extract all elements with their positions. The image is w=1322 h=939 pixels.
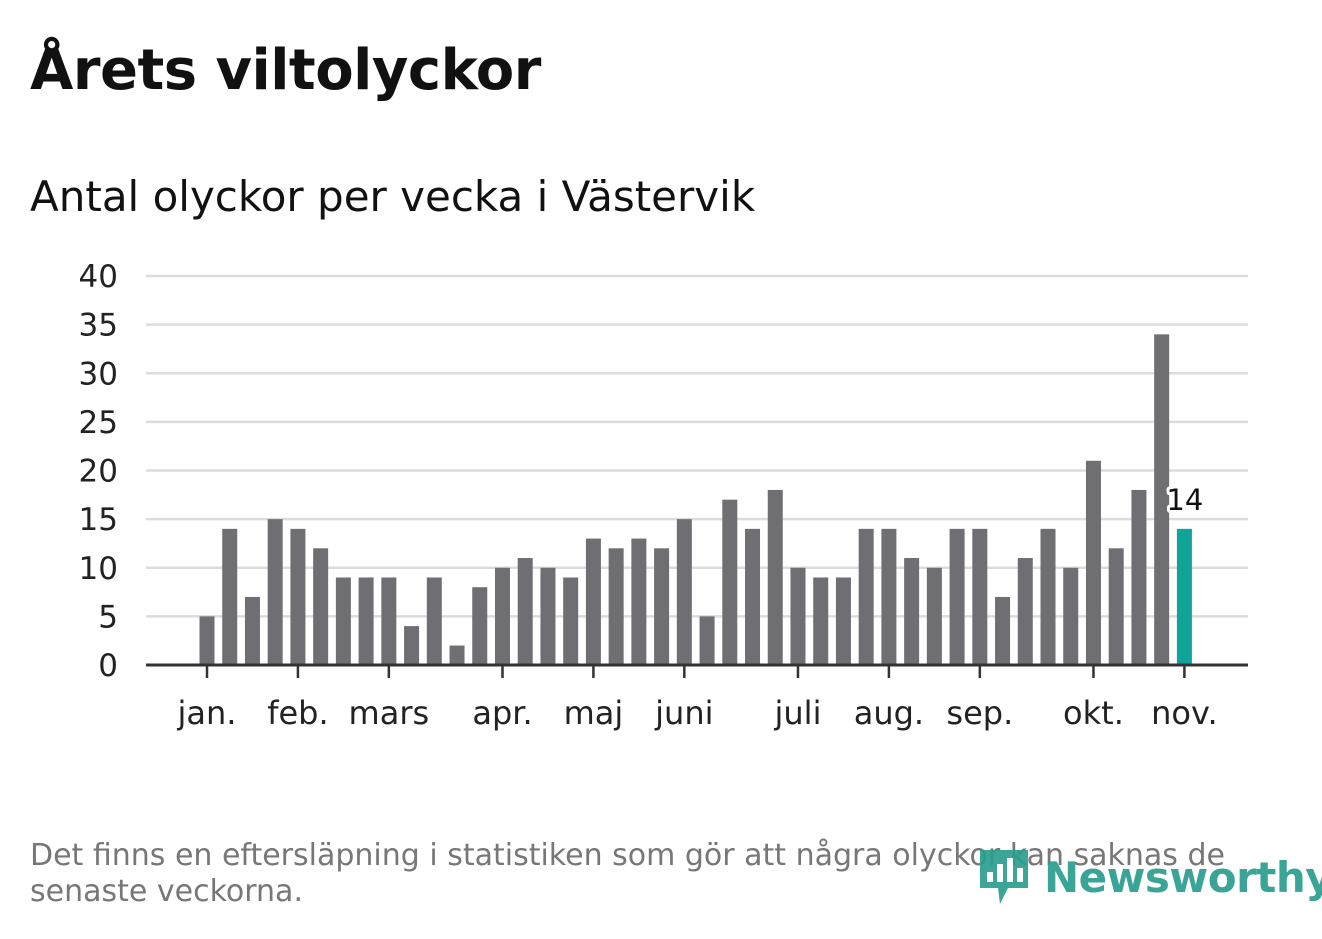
bar bbox=[904, 558, 920, 665]
x-tick-label: aug. bbox=[854, 694, 924, 732]
y-tick-label: 0 bbox=[98, 648, 118, 684]
bar bbox=[404, 626, 420, 665]
bar bbox=[358, 577, 374, 665]
bar bbox=[722, 499, 738, 665]
bar bbox=[790, 567, 806, 665]
bar bbox=[449, 645, 465, 665]
bar bbox=[858, 528, 874, 665]
bar bbox=[540, 567, 556, 665]
newsworthy-logo-icon bbox=[980, 850, 1028, 904]
bar bbox=[563, 577, 579, 665]
bar bbox=[517, 558, 533, 665]
bar bbox=[745, 528, 761, 665]
bar bbox=[335, 577, 351, 665]
bar bbox=[1017, 558, 1033, 665]
x-tick-label: juli bbox=[774, 694, 822, 732]
y-tick-label: 10 bbox=[79, 551, 118, 587]
bar bbox=[244, 596, 260, 665]
bar bbox=[1063, 567, 1079, 665]
bar bbox=[313, 548, 329, 665]
chart-subtitle: Antal olyckor per vecka i Västervik bbox=[30, 172, 756, 221]
bar bbox=[676, 519, 692, 665]
bar bbox=[290, 528, 306, 665]
bar bbox=[267, 519, 283, 665]
bar bbox=[1040, 528, 1056, 665]
bar bbox=[199, 616, 215, 665]
bar bbox=[585, 538, 601, 665]
bar bbox=[1131, 489, 1147, 665]
bar bbox=[426, 577, 442, 665]
y-tick-label: 25 bbox=[79, 405, 118, 441]
bar bbox=[835, 577, 851, 665]
bar bbox=[494, 567, 510, 665]
brand-logo: Newsworthy bbox=[978, 848, 1322, 906]
x-tick-label: nov. bbox=[1151, 694, 1217, 732]
bar bbox=[1108, 548, 1124, 665]
x-tick-label: maj bbox=[564, 694, 624, 732]
data-label-highlight: 14 bbox=[1166, 483, 1203, 517]
x-tick-label: okt. bbox=[1063, 694, 1124, 732]
x-tick-label: sep. bbox=[946, 694, 1013, 732]
bar bbox=[381, 577, 397, 665]
y-tick-label: 20 bbox=[79, 454, 118, 490]
y-tick-label: 15 bbox=[79, 502, 118, 538]
bar bbox=[699, 616, 715, 665]
bar bbox=[881, 528, 897, 665]
bar bbox=[972, 528, 988, 665]
bar bbox=[1154, 334, 1170, 665]
chart-title: Årets viltolyckor bbox=[30, 38, 541, 103]
bar bbox=[472, 587, 488, 665]
bar-highlight bbox=[1176, 528, 1192, 665]
bar bbox=[813, 577, 829, 665]
brand-name: Newsworthy bbox=[1044, 852, 1322, 902]
y-tick-label: 40 bbox=[79, 259, 118, 295]
bar bbox=[222, 528, 238, 665]
y-tick-label: 30 bbox=[79, 356, 118, 392]
bar bbox=[767, 489, 783, 665]
bar bbox=[926, 567, 942, 665]
bar bbox=[654, 548, 670, 665]
bar bbox=[995, 596, 1011, 665]
bar bbox=[1085, 460, 1101, 665]
y-tick-label: 5 bbox=[98, 599, 118, 635]
x-tick-label: mars bbox=[349, 694, 430, 732]
bar bbox=[631, 538, 647, 665]
x-tick-label: juni bbox=[654, 694, 713, 732]
y-tick-label: 35 bbox=[79, 308, 118, 344]
x-tick-label: apr. bbox=[472, 694, 532, 732]
x-tick-label: feb. bbox=[267, 694, 328, 732]
bar bbox=[949, 528, 965, 665]
bar-chart: 0 5 10 15 20 25 30 35 40 jan. feb. mars apr. maj juni j… bbox=[79, 259, 1248, 732]
bar bbox=[608, 548, 624, 665]
x-tick-label: jan. bbox=[177, 694, 237, 732]
